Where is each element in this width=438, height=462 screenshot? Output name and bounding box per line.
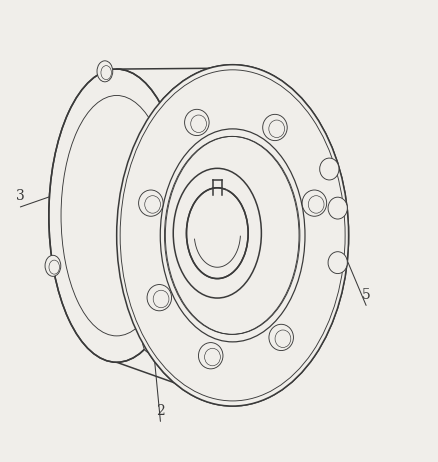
Ellipse shape — [327, 252, 346, 274]
Ellipse shape — [186, 188, 247, 279]
Ellipse shape — [152, 153, 166, 172]
Ellipse shape — [45, 255, 60, 276]
Ellipse shape — [327, 197, 346, 219]
Ellipse shape — [152, 259, 166, 278]
Text: 5: 5 — [361, 288, 370, 302]
Ellipse shape — [198, 343, 223, 369]
Ellipse shape — [268, 324, 293, 351]
Ellipse shape — [49, 69, 184, 362]
Ellipse shape — [173, 168, 261, 298]
Text: 2: 2 — [155, 404, 164, 418]
Ellipse shape — [184, 109, 208, 135]
Ellipse shape — [117, 65, 348, 406]
Ellipse shape — [142, 332, 158, 353]
Ellipse shape — [301, 190, 326, 216]
Ellipse shape — [117, 65, 348, 406]
Ellipse shape — [97, 61, 113, 82]
Text: 3: 3 — [16, 189, 25, 203]
Ellipse shape — [147, 285, 171, 311]
Text: 1: 1 — [73, 113, 81, 127]
Ellipse shape — [262, 115, 286, 140]
Ellipse shape — [138, 190, 163, 216]
Ellipse shape — [319, 158, 338, 180]
Text: 4: 4 — [308, 303, 317, 317]
